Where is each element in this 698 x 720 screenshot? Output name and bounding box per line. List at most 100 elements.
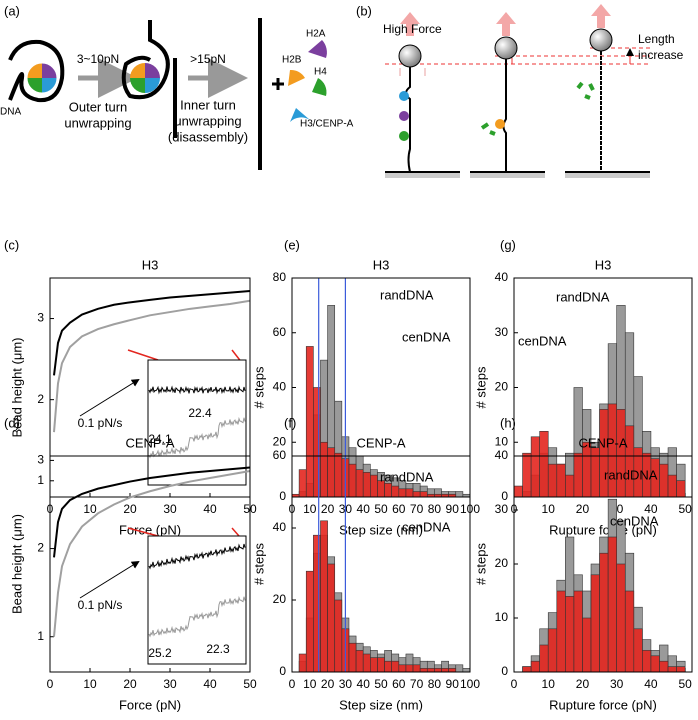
plot-frame (49, 277, 251, 498)
histone-label: H4 (314, 67, 327, 78)
annotation: 22.4 (188, 406, 212, 420)
x-tick-label: 70 (410, 677, 424, 691)
bar (582, 617, 592, 673)
x-tick-label: 80 (428, 677, 442, 691)
x-tick-label: 40 (357, 677, 371, 691)
bar (305, 346, 314, 498)
legend-label: randDNA (556, 289, 610, 304)
bar (607, 403, 617, 498)
bar (398, 664, 407, 673)
nucleosome (26, 62, 58, 94)
bar (405, 664, 414, 673)
bar (355, 469, 364, 498)
bar (327, 563, 336, 673)
y-tick-label: 0 (501, 664, 508, 678)
y-tick-label: 40 (495, 448, 509, 462)
x-axis-label: Rupture force (pN) (549, 697, 657, 712)
bar (362, 472, 371, 498)
x-tick-label: 30 (163, 677, 177, 691)
bar (522, 452, 532, 498)
annotation: 0.1 pN/s (78, 416, 123, 430)
chart-title: CENP-A (578, 435, 627, 450)
legend-label: cenDNA (402, 519, 451, 534)
y-tick-label: 2 (37, 541, 44, 555)
plot-frame (513, 277, 693, 498)
x-tick-label: 30 (339, 677, 353, 691)
bar (590, 447, 600, 498)
histone (312, 78, 327, 96)
y-axis-label: Bead height (μm) (9, 514, 24, 614)
y-tick-label: 30 (495, 325, 509, 339)
panel-label: (c) (4, 237, 19, 252)
bar (667, 474, 677, 498)
step-text: Outer turn (69, 99, 128, 114)
bar (556, 590, 566, 673)
x-tick-label: 20 (576, 677, 590, 691)
bar (556, 463, 566, 498)
panel-label: (h) (500, 415, 516, 430)
bar (362, 653, 371, 673)
x-tick-label: 0 (289, 677, 296, 691)
chart-title: H3 (373, 257, 390, 272)
x-axis-label: Step size (nm) (339, 697, 423, 712)
x-tick-label: 10 (303, 677, 317, 691)
step-text: unwrapping (174, 113, 241, 128)
legend-label: cenDNA (402, 329, 451, 344)
y-tick-label: 20 (495, 556, 509, 570)
y-tick-label: 0 (279, 489, 286, 503)
histone-label: H3/CENP-A (300, 119, 354, 130)
bar (448, 668, 457, 673)
y-tick-label: 60 (273, 325, 287, 339)
bar (377, 657, 385, 673)
histone-label: H2B (282, 55, 302, 66)
x-axis-label: Force (pN) (119, 697, 181, 712)
bar (405, 488, 414, 498)
bar (462, 668, 471, 673)
x-tick-label: 40 (644, 677, 658, 691)
bar (391, 485, 400, 498)
y-tick-label: 3 (37, 311, 44, 325)
x-tick-label: 70 (410, 502, 424, 516)
legend-label: randDNA (380, 469, 434, 484)
annotation: High Force (383, 22, 442, 36)
bar (419, 491, 428, 498)
force-label: 3~10pN (77, 52, 119, 66)
y-tick-label: 2 (37, 392, 44, 406)
inset-trace (148, 595, 246, 638)
bar (547, 463, 558, 498)
inset-trace (148, 416, 246, 459)
bar (547, 628, 558, 673)
bar (522, 666, 532, 673)
bar (599, 552, 609, 673)
y-tick-label: 3 (37, 453, 44, 467)
bar (676, 480, 686, 498)
histone (308, 40, 327, 58)
annotation: 24.1 (148, 432, 172, 446)
dna-label: DNA (0, 107, 21, 118)
step-text: Inner turn (180, 97, 236, 112)
y-tick-label: 20 (495, 380, 509, 394)
x-tick-label: 90 (446, 677, 460, 691)
y-tick-label: 40 (495, 270, 509, 284)
legend-label: randDNA (604, 467, 658, 482)
legend-label: cenDNA (518, 333, 567, 348)
bar (633, 628, 643, 673)
arrow (79, 560, 140, 599)
x-tick-label: 0 (47, 677, 54, 691)
bar (642, 650, 652, 673)
bar (573, 452, 583, 498)
x-tick-label: 20 (576, 502, 590, 516)
x-tick-label: 20 (123, 677, 137, 691)
bar (582, 441, 592, 498)
x-tick-label: 100 (460, 677, 480, 691)
bar (419, 668, 428, 673)
y-tick-label: 1 (37, 473, 44, 487)
x-tick-label: 20 (123, 502, 137, 516)
bar (530, 436, 540, 498)
y-tick-label: 30 (495, 502, 509, 516)
x-tick-label: 40 (644, 502, 658, 516)
panel-b: High Force Length increase (383, 4, 684, 178)
bar (513, 485, 523, 498)
x-tick-label: 50 (374, 502, 388, 516)
